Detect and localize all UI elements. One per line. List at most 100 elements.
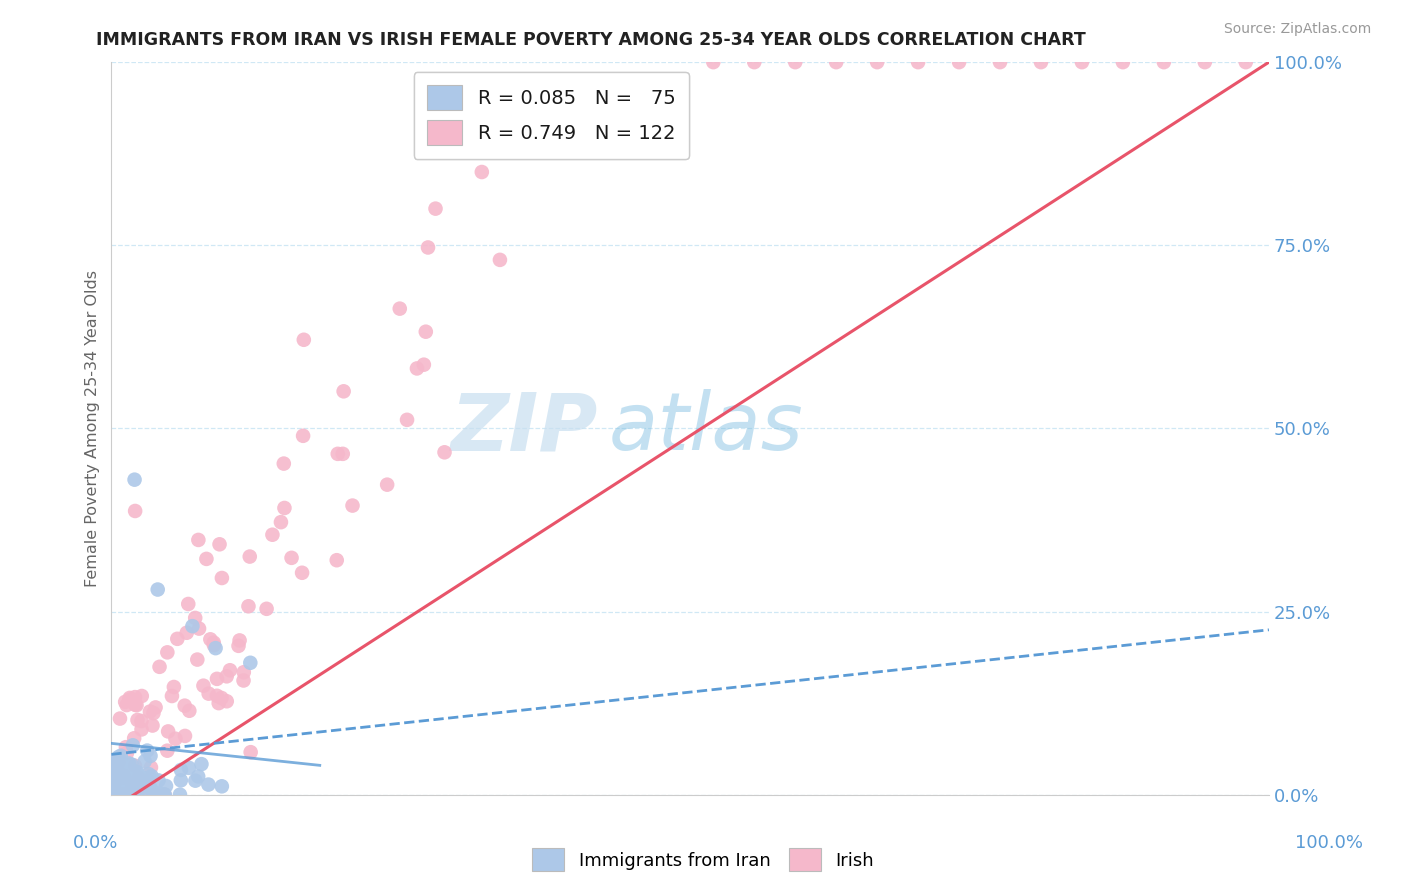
Point <box>186 652 208 666</box>
Point <box>128 788 150 802</box>
Point <box>110 786 132 800</box>
Point <box>107 750 129 764</box>
Point <box>197 687 219 701</box>
Point <box>104 781 127 796</box>
Point <box>173 698 195 713</box>
Point <box>114 788 136 802</box>
Point <box>122 731 145 746</box>
Point <box>107 770 129 784</box>
Point <box>149 787 172 801</box>
Point <box>121 739 143 753</box>
Point <box>262 527 284 541</box>
Point <box>120 776 142 790</box>
Point <box>110 788 132 802</box>
Point <box>197 778 219 792</box>
Point <box>200 632 222 647</box>
Point <box>127 788 149 802</box>
Point <box>101 788 124 802</box>
Point <box>124 758 146 772</box>
Point <box>105 762 128 776</box>
Point <box>1234 55 1257 70</box>
Point <box>118 784 141 798</box>
Point <box>273 500 295 515</box>
Point <box>107 788 129 802</box>
Point <box>179 704 201 718</box>
Point <box>142 786 165 800</box>
Point <box>127 788 149 802</box>
Point <box>153 788 176 802</box>
Point <box>124 690 146 705</box>
Point <box>138 767 160 781</box>
Point <box>111 766 134 780</box>
Point <box>115 747 138 761</box>
Point <box>117 786 139 800</box>
Point <box>239 656 262 670</box>
Point <box>204 641 226 656</box>
Point <box>332 384 354 399</box>
Point <box>326 553 349 567</box>
Point <box>702 55 724 70</box>
Point <box>101 754 124 768</box>
Point <box>114 764 136 778</box>
Point <box>118 693 141 707</box>
Point <box>107 788 129 802</box>
Point <box>121 757 143 772</box>
Point <box>375 477 398 491</box>
Point <box>143 786 166 800</box>
Point <box>1153 55 1175 70</box>
Point <box>332 447 354 461</box>
Point <box>153 788 176 802</box>
Point <box>115 740 138 755</box>
Point <box>101 784 124 798</box>
Point <box>948 55 970 70</box>
Point <box>100 783 122 797</box>
Point <box>170 763 193 777</box>
Point <box>114 788 136 802</box>
Point <box>114 768 136 782</box>
Point <box>190 757 212 772</box>
Point <box>170 773 193 788</box>
Point <box>136 743 159 757</box>
Point <box>136 779 159 793</box>
Point <box>742 55 765 70</box>
Point <box>120 788 142 802</box>
Point <box>108 783 131 797</box>
Point <box>208 537 231 551</box>
Point <box>1112 55 1135 70</box>
Point <box>121 788 143 802</box>
Point <box>238 599 260 614</box>
Point <box>165 731 187 746</box>
Point <box>108 712 131 726</box>
Point <box>156 645 179 659</box>
Point <box>202 638 225 652</box>
Point <box>205 689 228 703</box>
Point <box>232 673 254 688</box>
Point <box>195 552 218 566</box>
Point <box>131 714 153 728</box>
Point <box>202 635 225 649</box>
Point <box>155 779 177 793</box>
Point <box>111 771 134 785</box>
Text: atlas: atlas <box>609 390 804 467</box>
Point <box>163 680 186 694</box>
Point <box>153 788 176 802</box>
Text: 0.0%: 0.0% <box>73 834 118 852</box>
Point <box>447 143 470 157</box>
Point <box>1071 55 1094 70</box>
Point <box>415 325 437 339</box>
Point <box>101 788 124 802</box>
Point <box>111 782 134 797</box>
Point <box>406 361 429 376</box>
Point <box>108 772 131 787</box>
Point <box>143 788 166 802</box>
Point <box>117 785 139 799</box>
Point <box>104 769 127 783</box>
Point <box>105 762 128 776</box>
Point <box>211 780 233 794</box>
Point <box>433 445 456 459</box>
Point <box>131 689 153 703</box>
Point <box>101 782 124 797</box>
Point <box>193 679 215 693</box>
Text: ZIP: ZIP <box>450 390 598 467</box>
Point <box>187 533 209 547</box>
